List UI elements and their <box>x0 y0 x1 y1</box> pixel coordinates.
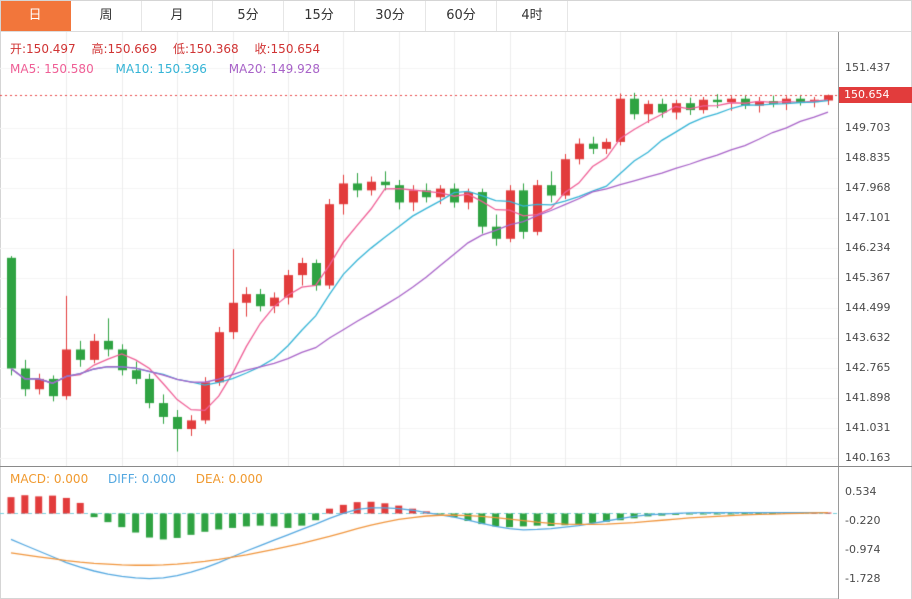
tab-week[interactable]: 周 <box>71 0 142 31</box>
price-axis-tick: 147.101 <box>845 210 891 224</box>
tab-4hour[interactable]: 4时 <box>497 0 568 31</box>
ma10-value: 150.396 <box>157 62 207 76</box>
ohlc-info: 开:150.497 高:150.669 低:150.368 收:150.654 <box>10 40 332 57</box>
candlestick-canvas[interactable] <box>0 32 838 466</box>
tab-15min[interactable]: 15分 <box>284 0 355 31</box>
tab-60min[interactable]: 60分 <box>426 0 497 31</box>
high-label: 高: <box>91 42 108 56</box>
price-axis-tick: 147.968 <box>845 181 891 194</box>
macd-info: MACD: 0.000 DIFF: 0.000 DEA: 0.000 <box>10 472 279 486</box>
price-axis-tick: 151.437 <box>845 61 891 74</box>
diff-value: 0.000 <box>141 472 176 486</box>
low-label: 低: <box>173 42 190 56</box>
tab-5min[interactable]: 5分 <box>213 0 284 31</box>
price-axis-tick: 142.765 <box>845 360 891 374</box>
price-axis-tick: 149.703 <box>845 120 891 134</box>
macd-label: MACD: <box>10 472 51 486</box>
timeframe-tabbar: 日 周 月 5分 15分 30分 60分 4时 <box>0 0 912 32</box>
dea-value: 0.000 <box>228 472 263 486</box>
price-axis-tick: 140.163 <box>845 451 891 464</box>
price-axis: 151.437 149.703 148.835 147.968 147.101 146.2… <box>838 32 912 599</box>
macd-axis-tick: 0.534 <box>845 485 877 498</box>
chart-area: 开:150.497 高:150.669 低:150.368 收:150.654 … <box>0 32 912 599</box>
macd-canvas[interactable] <box>0 467 838 599</box>
price-axis-tick: 148.835 <box>845 151 891 164</box>
price-axis-tick: 141.031 <box>845 420 891 434</box>
ma10-label: MA10: <box>115 62 154 76</box>
macd-axis-tick: -0.220 <box>845 514 881 527</box>
chart-main: 开:150.497 高:150.669 低:150.368 收:150.654 … <box>0 32 912 599</box>
open-label: 开: <box>10 42 27 56</box>
ma20-label: MA20: <box>228 62 267 76</box>
tab-month[interactable]: 月 <box>142 0 213 31</box>
high-value: 150.669 <box>107 42 158 56</box>
macd-axis-tick: -0.974 <box>845 543 881 556</box>
price-axis-tick: 146.234 <box>845 240 891 254</box>
ma5-label: MA5: <box>10 62 41 76</box>
ma20-value: 149.928 <box>270 62 321 76</box>
macd-value: 0.000 <box>53 472 89 486</box>
close-label: 收: <box>254 42 271 56</box>
price-axis-tick: 143.632 <box>845 330 891 344</box>
panel-divider <box>0 466 912 467</box>
low-value: 150.368 <box>189 42 239 56</box>
current-price-tag: 150.654 <box>839 87 912 104</box>
tab-day[interactable]: 日 <box>0 0 71 31</box>
ma5-value: 150.580 <box>44 62 94 76</box>
tab-30min[interactable]: 30分 <box>355 0 426 31</box>
price-axis-tick: 145.367 <box>845 270 891 284</box>
dea-label: DEA: <box>195 472 225 486</box>
diff-label: DIFF: <box>108 472 138 486</box>
price-axis-tick: 144.499 <box>845 301 891 314</box>
close-value: 150.654 <box>270 42 321 56</box>
open-value: 150.497 <box>26 42 76 56</box>
macd-axis-tick: -1.728 <box>845 572 881 585</box>
ma-info: MA5: 150.580 MA10: 150.396 MA20: 149.928 <box>10 62 338 76</box>
price-axis-tick: 141.898 <box>845 390 891 404</box>
